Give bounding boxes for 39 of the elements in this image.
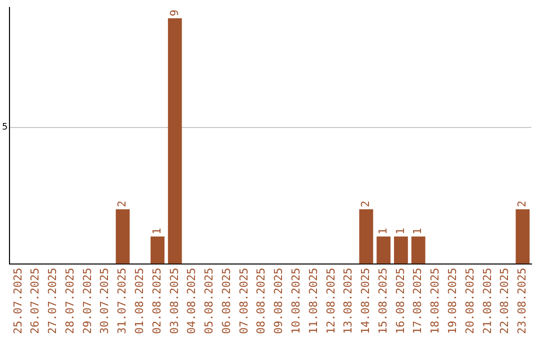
data-label: 2 — [516, 200, 529, 208]
x-tick-label: 12.08.2025 — [324, 268, 338, 334]
x-tick-label: 29.07.2025 — [80, 268, 94, 334]
x-tick-label: 02.08.2025 — [150, 268, 164, 334]
x-tick-label: 26.07.2025 — [28, 268, 42, 334]
x-tick-label: 22.08.2025 — [498, 268, 512, 334]
x-tick-label: 25.07.2025 — [11, 268, 24, 334]
x-tick-label: 31.07.2025 — [116, 268, 129, 334]
x-tick-label: 23.08.2025 — [516, 268, 529, 334]
x-tick-label: 21.08.2025 — [480, 268, 494, 334]
x-tick-label: 13.08.2025 — [342, 268, 355, 334]
data-label: 2 — [116, 200, 129, 208]
x-tick-label: 20.08.2025 — [463, 268, 476, 334]
x-tick-label: 09.08.2025 — [272, 268, 286, 334]
x-tick-label: 28.07.2025 — [63, 268, 76, 334]
x-tick-label: 19.08.2025 — [446, 268, 459, 334]
x-tick-label: 18.08.2025 — [428, 268, 442, 334]
x-tick-label: 07.08.2025 — [237, 268, 250, 334]
x-tick-label: 05.08.2025 — [202, 268, 216, 334]
data-label: 2 — [359, 200, 372, 208]
x-tick-label: 04.08.2025 — [185, 268, 198, 334]
data-label: 1 — [150, 228, 164, 234]
data-label: 9 — [168, 10, 181, 16]
x-tick-label: 27.07.2025 — [46, 268, 60, 334]
x-tick-label: 16.08.2025 — [394, 268, 407, 334]
data-label: 1 — [376, 228, 390, 234]
x-tick-label: 01.08.2025 — [132, 268, 146, 334]
x-tick-label: 08.08.2025 — [254, 268, 268, 334]
y-tick-label: 5 — [2, 122, 8, 133]
x-tick-label: 30.07.2025 — [98, 268, 112, 334]
x-tick-label: 15.08.2025 — [376, 268, 390, 334]
x-tick-label: 10.08.2025 — [289, 268, 302, 334]
x-tick-label: 17.08.2025 — [411, 268, 424, 334]
data-label: 1 — [411, 228, 424, 234]
x-tick-label: 11.08.2025 — [306, 268, 320, 334]
x-tick-label: 14.08.2025 — [359, 268, 372, 334]
data-label: 1 — [394, 228, 407, 234]
x-tick-label: 06.08.2025 — [220, 268, 233, 334]
x-tick-label: 03.08.2025 — [168, 268, 181, 334]
